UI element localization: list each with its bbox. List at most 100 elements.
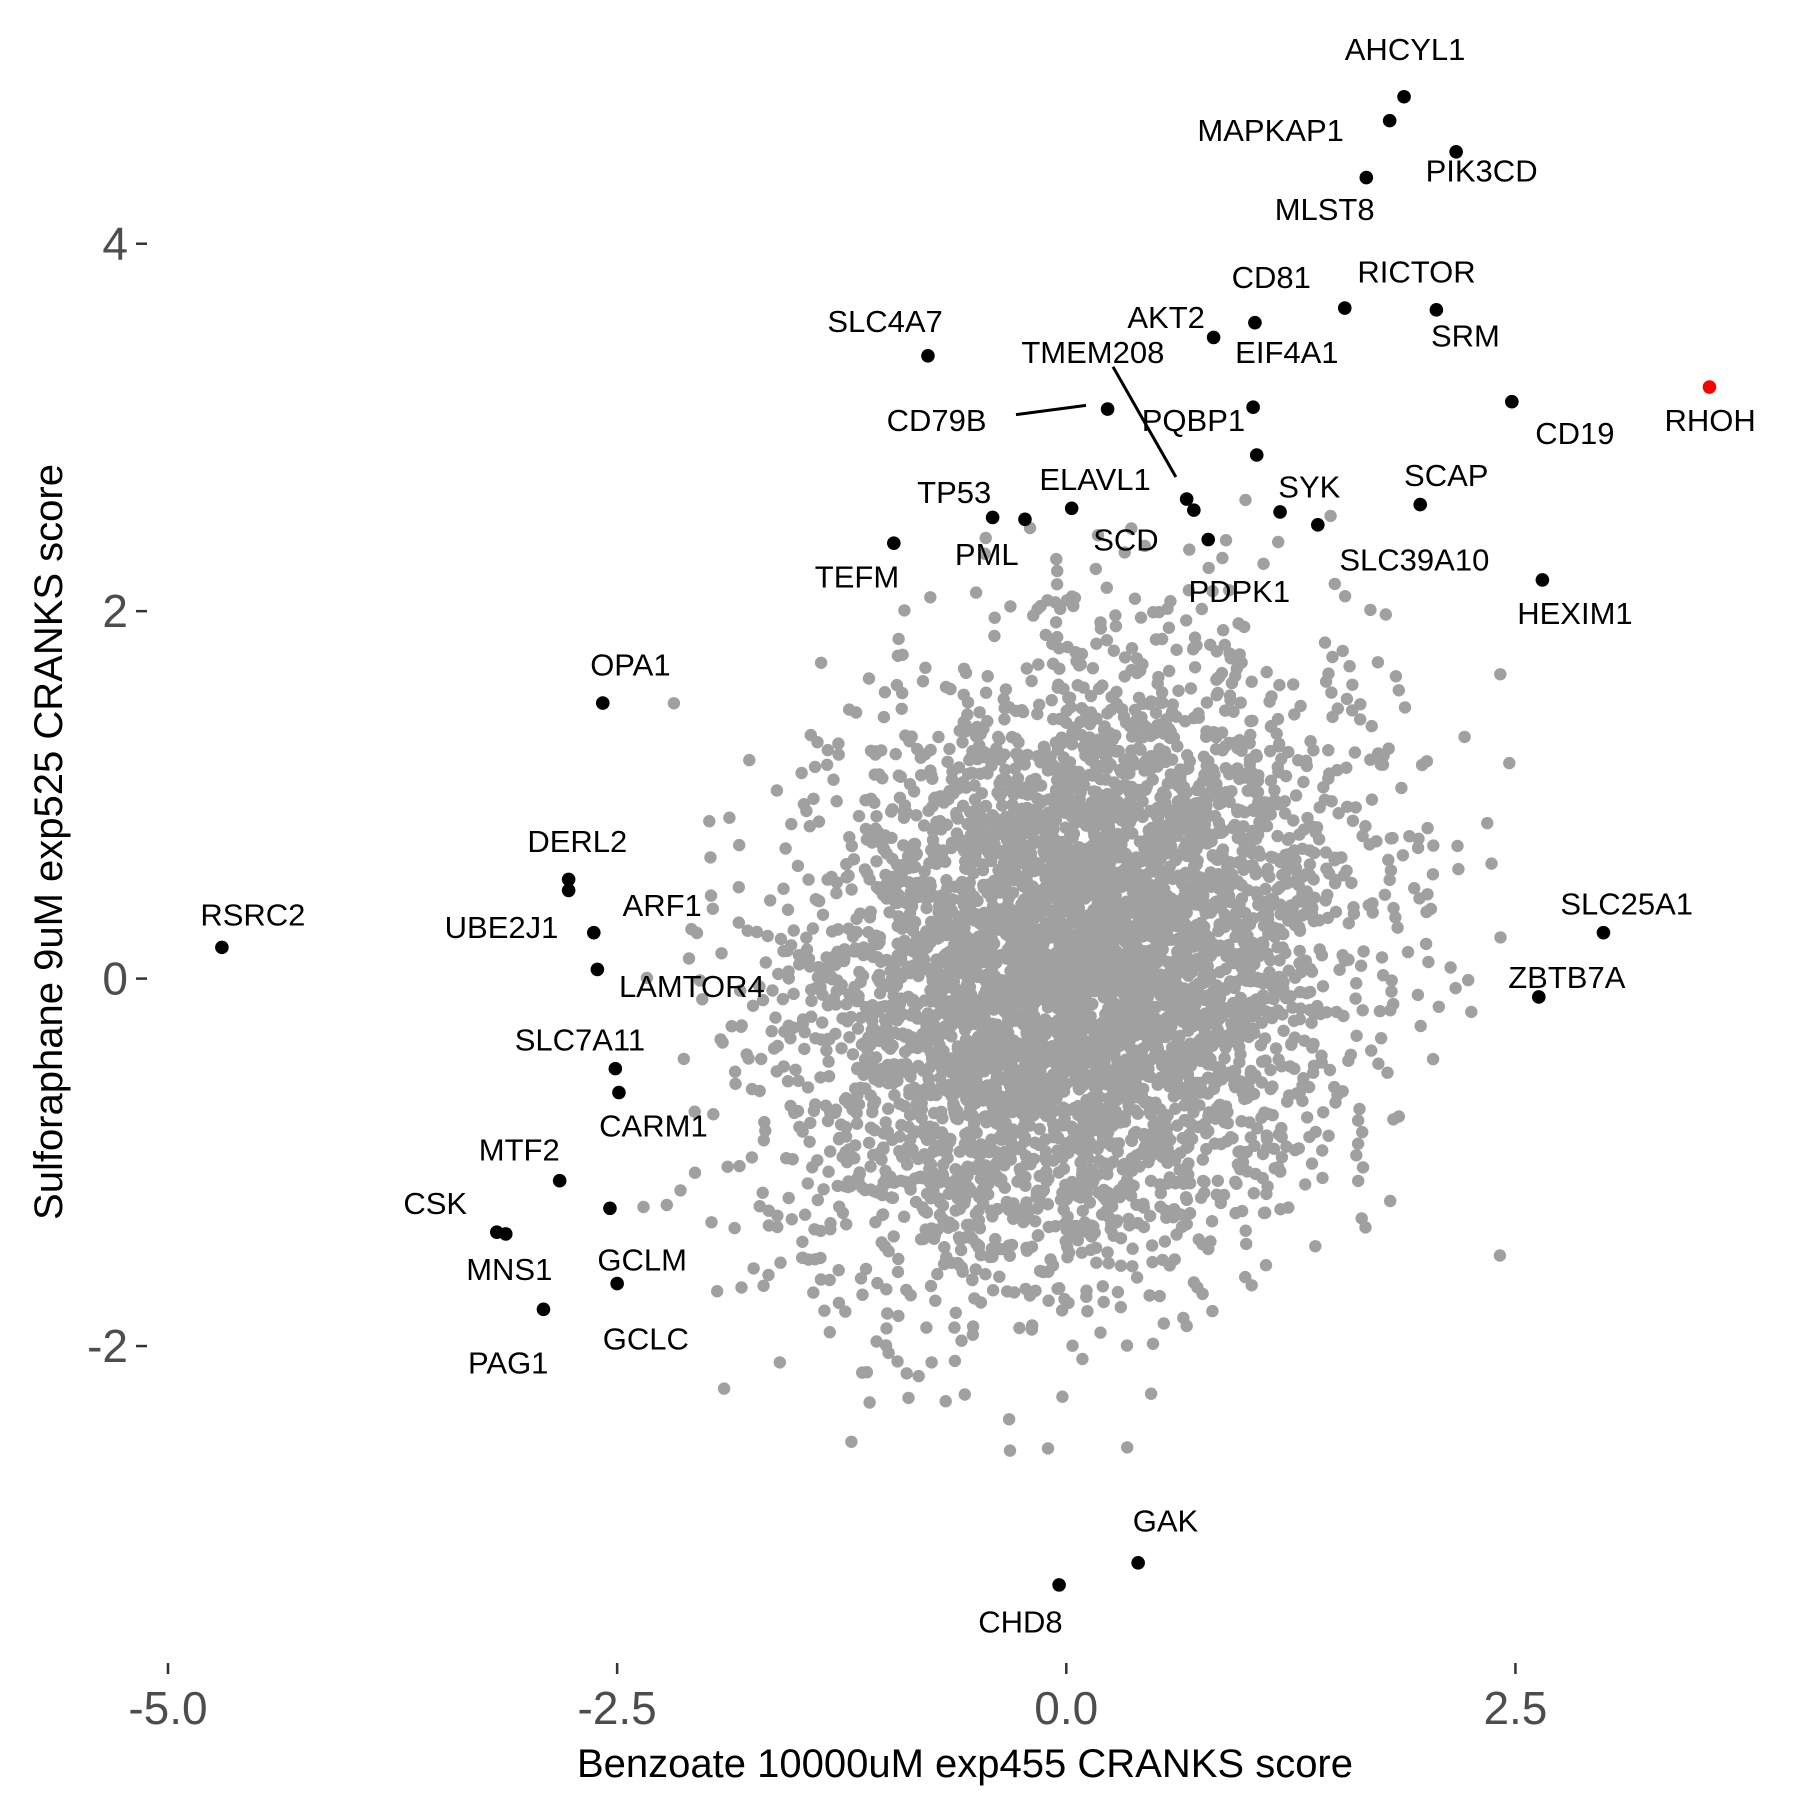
background-point [882, 1102, 895, 1115]
background-point [1128, 1152, 1142, 1166]
background-point [916, 1172, 930, 1185]
background-point [892, 1309, 905, 1323]
background-point [1382, 853, 1395, 867]
background-point [926, 800, 939, 813]
background-point [1192, 1233, 1206, 1246]
background-point [1082, 1226, 1095, 1240]
background-point [1108, 1038, 1121, 1052]
background-point [980, 766, 993, 779]
background-point [1261, 894, 1275, 908]
background-point [955, 893, 969, 906]
background-point [1374, 1032, 1388, 1045]
background-point [1254, 1039, 1268, 1052]
background-point [820, 1044, 833, 1057]
background-point [843, 1031, 856, 1044]
background-point [888, 1088, 901, 1102]
background-point [734, 984, 747, 997]
background-point [1000, 774, 1013, 787]
background-point [1237, 965, 1250, 978]
background-point [1373, 1005, 1387, 1018]
background-point [948, 952, 961, 965]
background-point [787, 987, 800, 1001]
background-point [743, 753, 756, 767]
background-point [924, 591, 937, 604]
background-point [945, 773, 959, 786]
background-point [922, 1073, 936, 1086]
background-point [1100, 634, 1114, 647]
background-point [1065, 993, 1078, 1006]
background-point [892, 1252, 905, 1266]
background-point [1179, 905, 1193, 918]
background-point [1212, 1013, 1225, 1026]
background-point [948, 1321, 961, 1334]
background-point [880, 892, 893, 905]
background-point [1239, 1224, 1252, 1237]
background-point [891, 949, 904, 962]
background-point [1384, 1004, 1397, 1017]
background-point [834, 1118, 848, 1131]
background-point [1068, 1220, 1081, 1233]
background-point [1350, 977, 1363, 990]
background-point [838, 1093, 852, 1107]
background-point [756, 993, 770, 1007]
background-point [1002, 1203, 1016, 1217]
background-point [1377, 749, 1390, 762]
background-point [787, 924, 800, 937]
background-point [846, 1048, 860, 1061]
background-point [1192, 928, 1205, 941]
background-point [1319, 675, 1333, 688]
background-point [1143, 979, 1156, 993]
background-point [1330, 1005, 1343, 1019]
background-points-layer [637, 493, 1516, 1457]
background-point [1184, 1047, 1198, 1060]
background-point [894, 1174, 907, 1187]
background-point [816, 988, 829, 1001]
background-point [1128, 592, 1142, 605]
background-point [1308, 846, 1321, 860]
background-point [1053, 936, 1066, 949]
background-point [882, 1346, 895, 1360]
background-point [1268, 784, 1281, 797]
background-point [1019, 1119, 1032, 1133]
background-point [1102, 965, 1115, 978]
background-point [875, 1236, 888, 1249]
background-point [732, 916, 745, 929]
background-point [1278, 867, 1292, 880]
background-point [1205, 1058, 1219, 1071]
background-point [964, 1183, 977, 1197]
background-point [1462, 973, 1475, 987]
background-point [1173, 1029, 1186, 1043]
background-point [1198, 1186, 1211, 1200]
background-point [1375, 951, 1389, 964]
background-point [800, 931, 813, 944]
background-point [1271, 829, 1284, 843]
background-point [1008, 762, 1022, 775]
background-point [716, 1036, 729, 1049]
background-point [986, 1284, 1000, 1297]
background-point [968, 847, 982, 860]
background-point [1234, 1163, 1247, 1176]
background-point [1044, 1253, 1057, 1266]
background-point [1244, 714, 1257, 728]
background-point [1251, 975, 1265, 988]
background-point [941, 881, 954, 895]
background-point [1109, 779, 1123, 792]
background-point [984, 1085, 997, 1099]
background-point [1215, 826, 1228, 839]
background-point [1251, 1122, 1264, 1135]
background-point [1114, 1259, 1128, 1272]
background-point [918, 1148, 931, 1161]
background-point [1245, 675, 1258, 688]
background-point [863, 1056, 876, 1069]
background-point [1061, 1047, 1074, 1060]
background-point [1273, 954, 1286, 967]
background-point [801, 1177, 814, 1190]
background-point [667, 697, 681, 710]
background-point [1033, 698, 1046, 711]
background-point [802, 873, 815, 886]
background-point [1147, 606, 1160, 619]
background-point [1161, 1156, 1174, 1169]
background-point [1364, 753, 1377, 766]
background-point [1303, 868, 1316, 882]
background-point [1494, 931, 1507, 944]
